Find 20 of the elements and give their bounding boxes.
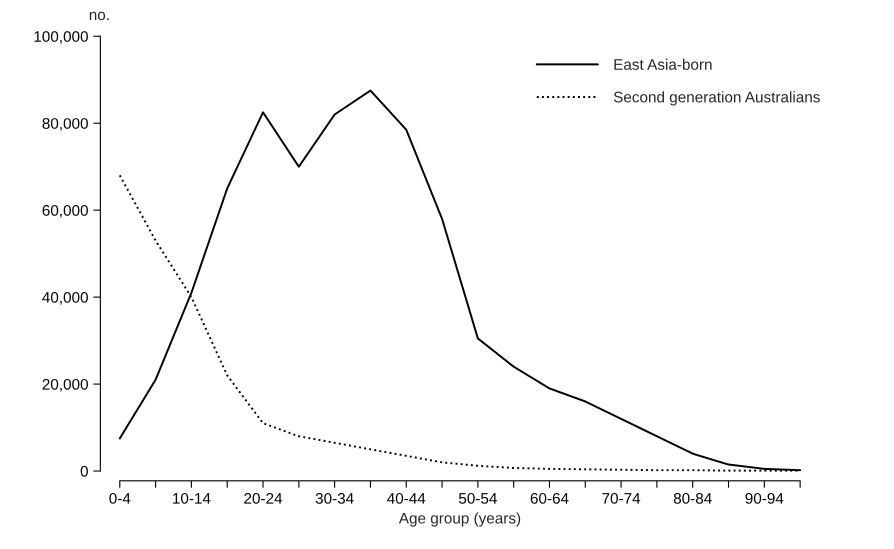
x-tick-label: 0-4 [109,492,130,504]
y-tick-label: 20,000 [42,378,88,392]
x-tick-label: 30-34 [316,492,354,504]
x-tick-label: 70-74 [602,492,640,504]
y-tick-label: 0 [80,466,88,477]
legend-label: Second generation Australians [614,91,820,106]
y-tick-label: 60,000 [42,205,88,218]
x-tick-label: 10-14 [173,492,210,504]
y-tick-label: 80,000 [42,118,88,131]
y-tick-label: 100,000 [34,31,88,44]
x-tick-label: 40-44 [387,492,426,504]
y-tick-label: 40,000 [42,292,88,305]
y-axis-title: no. [90,12,109,20]
x-tick-label: 50-54 [458,492,497,504]
x-tick-label: 60-64 [530,492,569,504]
x-tick-label: 80-84 [674,492,712,504]
x-tick-label: 90-94 [746,492,784,504]
x-axis-title: Age group (years) [398,512,520,527]
x-tick-label: 20-24 [244,492,282,504]
legend-label: East Asia-born [614,58,712,70]
